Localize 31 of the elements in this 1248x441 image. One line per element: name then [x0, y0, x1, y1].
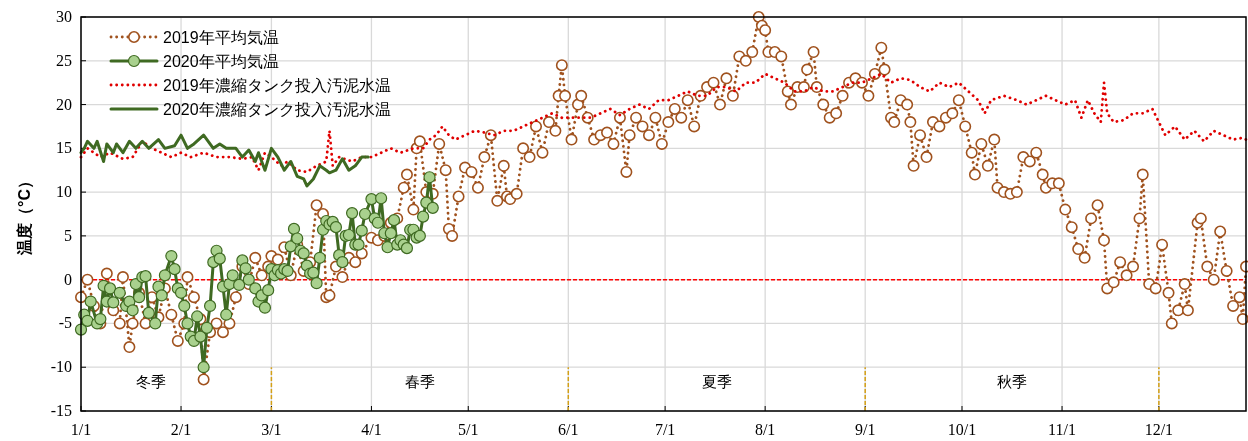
legend-label: 2020年平均気温	[163, 53, 279, 70]
annotation: 冬季	[136, 373, 167, 390]
x-tick-label: 4/1	[361, 421, 382, 438]
y-tick-label: 5	[64, 226, 72, 244]
x-tick-label: 8/1	[754, 421, 776, 438]
y-tick-label: -5	[58, 314, 72, 332]
legend-label: 2019年濃縮タンク投入汚泥水温	[163, 77, 391, 94]
annotation: 春季	[404, 373, 435, 390]
legend-label: 2019年平均気温	[163, 29, 279, 46]
annotation: 秋季	[997, 373, 1028, 390]
x-tick-label: 10/1	[947, 421, 977, 438]
x-tick-label: 12/1	[1144, 421, 1174, 438]
x-tick-label: 9/1	[854, 421, 876, 438]
y-tick-label: 0	[64, 270, 72, 288]
y-tick-label: 25	[56, 51, 72, 69]
legend-label: 2020年濃縮タンク投入汚泥水温	[163, 101, 391, 118]
annotation: 夏季	[701, 373, 732, 390]
y-tick-label: 20	[56, 95, 72, 113]
y-tick-label: -15	[50, 402, 72, 419]
y-tick-label: 10	[56, 183, 72, 201]
x-tick-label: 7/1	[654, 421, 676, 438]
x-tick-label: 6/1	[558, 421, 579, 438]
y-tick-label: -10	[50, 358, 72, 376]
x-tick-label: 2/1	[170, 421, 192, 438]
x-tick-label: 1/1	[70, 421, 92, 438]
x-tick-label: 5/1	[458, 421, 479, 438]
x-tick-label: 3/1	[261, 421, 282, 438]
y-axis-title: 温度（°C）	[15, 173, 34, 256]
y-tick-label: 30	[56, 8, 72, 25]
x-tick-label: 11/1	[1048, 421, 1076, 438]
y-tick-label: 15	[56, 139, 72, 157]
